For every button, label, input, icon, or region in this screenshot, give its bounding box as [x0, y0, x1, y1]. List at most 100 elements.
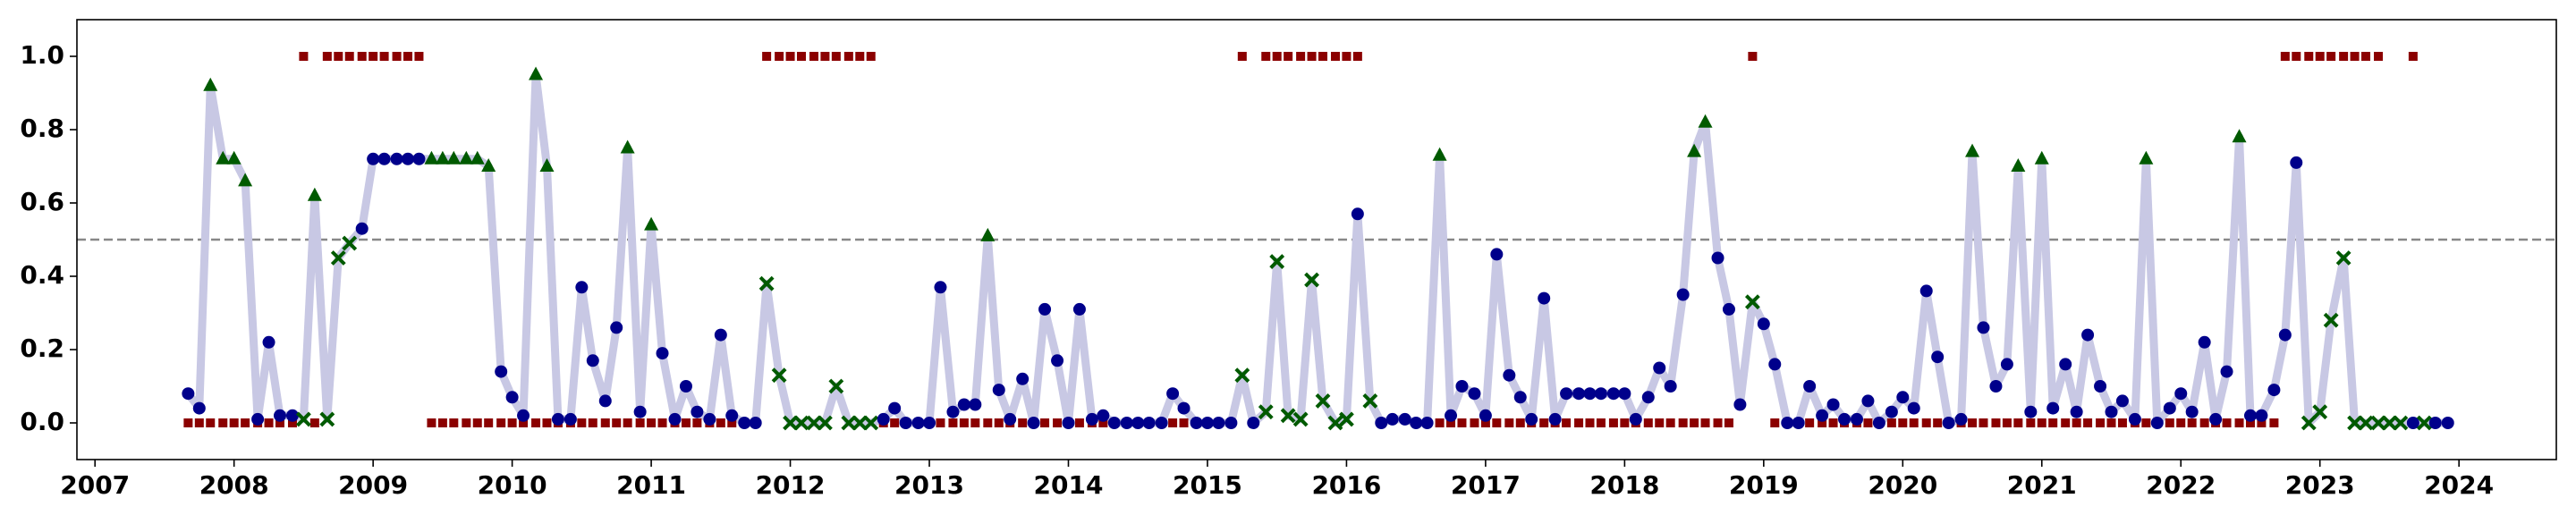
flag-marker: [2106, 418, 2116, 427]
point-marker: [1792, 417, 1805, 429]
flag-marker: [2061, 418, 2071, 427]
point-marker: [934, 281, 947, 294]
flag-marker: [1655, 418, 1665, 427]
point-marker: [1698, 114, 1713, 128]
point-marker: [610, 321, 623, 334]
point-marker: [2024, 405, 2038, 418]
flag-marker: [1863, 418, 1873, 427]
point-marker: [1826, 398, 1840, 411]
flag-marker: [588, 418, 597, 427]
x-tick-label: 2011: [616, 470, 686, 500]
flag-marker: [449, 418, 459, 427]
x-tick-label: 2008: [199, 470, 269, 500]
flag-marker: [1665, 418, 1675, 427]
flag-marker: [2083, 418, 2093, 427]
point-marker: [586, 354, 599, 367]
flag-marker: [1724, 418, 1733, 427]
point-marker: [2150, 417, 2164, 429]
flag-marker: [2269, 418, 2279, 427]
point-marker: [1583, 387, 1597, 401]
flag-marker: [2315, 52, 2325, 61]
point-marker: [2312, 404, 2328, 420]
point-marker: [1107, 417, 1121, 429]
flag-marker: [623, 418, 632, 427]
point-marker: [1490, 248, 1504, 261]
point-marker: [1768, 358, 1782, 371]
x-tick-label: 2016: [1311, 470, 1381, 500]
point-marker: [2105, 405, 2118, 418]
point-marker: [1269, 254, 1285, 270]
flag-marker: [403, 52, 413, 61]
point-marker: [307, 187, 322, 201]
flag-marker: [1805, 418, 1815, 427]
point-marker: [1016, 372, 1030, 385]
flag-marker: [1284, 52, 1293, 61]
point-marker: [1907, 401, 1920, 415]
x-tick-label: 2018: [1589, 470, 1659, 500]
flag-marker: [1435, 418, 1445, 427]
point-marker: [2209, 412, 2223, 426]
point-marker: [2011, 158, 2026, 172]
flag-marker: [2141, 418, 2151, 427]
series-line: [183, 71, 2453, 427]
point-marker: [1676, 288, 1690, 301]
point-marker: [1872, 417, 1885, 429]
flag-marker: [2361, 52, 2371, 61]
point-marker: [1896, 391, 1910, 404]
point-marker: [367, 152, 380, 165]
point-marker: [633, 405, 647, 418]
point-marker: [2070, 405, 2083, 418]
x-tick-label: 2024: [2424, 470, 2494, 500]
point-marker: [1292, 411, 1309, 427]
point-marker: [1816, 409, 1829, 422]
point-marker: [1803, 380, 1817, 393]
flag-marker: [183, 418, 193, 427]
point-marker: [551, 412, 564, 426]
flag-marker: [1690, 418, 1699, 427]
flag-marker: [229, 418, 239, 427]
flag-marker: [831, 52, 841, 61]
point-marker: [644, 216, 659, 231]
point-marker: [1410, 417, 1423, 429]
x-tick-label: 2012: [756, 470, 826, 500]
flag-marker: [890, 418, 900, 427]
flag-marker: [936, 418, 945, 427]
point-marker: [2278, 328, 2292, 342]
flag-marker: [2350, 52, 2360, 61]
flag-marker: [600, 418, 610, 427]
point-marker: [495, 365, 508, 378]
x-tick-label: 2017: [1451, 470, 1521, 500]
flag-marker: [322, 52, 332, 61]
flag-marker: [218, 418, 228, 427]
point-marker: [216, 150, 231, 165]
point-marker: [2406, 417, 2419, 429]
flag-marker: [264, 418, 274, 427]
point-marker: [251, 412, 265, 426]
flag-marker: [1446, 418, 1456, 427]
point-marker: [1560, 387, 1573, 401]
point-marker: [1234, 367, 1250, 384]
flag-marker: [531, 418, 541, 427]
point-marker: [238, 173, 253, 187]
point-marker: [899, 417, 912, 429]
point-marker: [738, 417, 751, 429]
flag-marker: [657, 418, 667, 427]
flag-marker: [1818, 418, 1827, 427]
point-marker: [203, 77, 218, 91]
point-marker: [319, 411, 335, 427]
point-marker: [1733, 398, 1747, 411]
point-marker: [1942, 417, 1955, 429]
flag-marker: [1470, 418, 1479, 427]
point-marker: [262, 335, 275, 349]
flag-marker: [855, 52, 865, 61]
point-marker: [2220, 365, 2233, 378]
flag-marker: [2072, 418, 2081, 427]
flag-marker: [775, 52, 784, 61]
point-marker: [2441, 417, 2454, 429]
point-marker: [1572, 387, 1586, 401]
flag-marker: [1933, 418, 1943, 427]
flag-marker: [369, 52, 378, 61]
point-marker: [1618, 387, 1631, 401]
point-marker: [1351, 207, 1364, 221]
flag-marker: [635, 418, 645, 427]
